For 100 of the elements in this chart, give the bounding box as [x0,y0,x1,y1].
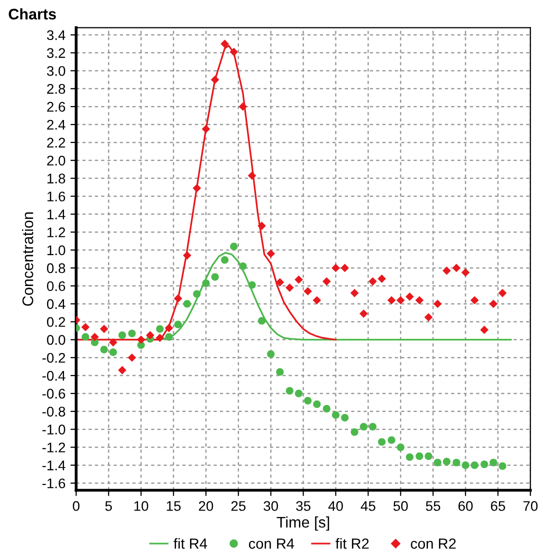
point [368,422,377,430]
point [294,390,303,398]
point [146,331,154,340]
point [378,274,386,283]
x-tick-label: 65 [490,501,506,511]
chart-title: Charts [8,8,56,20]
point [220,40,229,48]
y-tick-label: 2.2 [47,138,66,148]
point [304,396,312,404]
point [193,290,201,298]
point [90,332,99,342]
point [312,296,322,304]
x-tick-label: 0 [72,501,80,511]
point [202,279,210,288]
point [192,184,202,192]
point [211,273,219,281]
point [248,171,256,180]
y-tick-label: 3.4 [46,30,66,40]
x-tick-label: 25 [231,501,246,511]
point [81,322,90,332]
legend-label: con R4 [248,538,294,549]
y-tick-label: 0.4 [46,299,66,309]
point [285,284,294,292]
x-tick-label: 20 [198,501,214,511]
point [128,353,136,362]
point [490,458,498,466]
x-tick-label: 5 [105,501,112,511]
point [248,281,256,289]
point [434,458,442,466]
point [128,330,136,338]
point [378,438,386,446]
point [164,324,174,332]
y-tick-label: 0.0 [46,335,66,345]
x-tick-label: 15 [166,501,181,511]
point [461,268,470,277]
point [480,326,488,334]
point [239,262,247,270]
point [452,458,460,466]
point [470,296,479,304]
legend-label: fit R4 [174,538,208,549]
y-tick-label: -1.0 [42,424,66,434]
y-tick-label: -1.6 [42,478,66,488]
point [230,242,238,250]
x-tick-label: 45 [360,501,376,511]
point [294,275,303,284]
legend-label: fit R2 [336,538,369,549]
y-tick-label: 1.2 [47,227,66,238]
point [118,366,126,374]
x-tick-label: 70 [523,501,538,511]
point [360,422,368,430]
x-tick-label: 55 [426,501,440,511]
y-tick-label: 0.2 [46,317,66,327]
point [118,331,126,339]
y-tick-label: -1.2 [42,442,66,452]
point [462,461,470,469]
x-tick-label: 40 [328,501,343,511]
point [424,452,432,460]
legend-label: con R2 [410,538,456,549]
y-tick-label: -1.4 [42,460,66,470]
point [341,414,349,422]
y-tick-label: 2.0 [47,156,66,166]
point [82,333,90,341]
point [183,300,191,308]
point [322,277,331,286]
point [350,288,359,298]
point [108,338,118,347]
point [109,348,117,356]
y-tick-label: 1.4 [47,210,66,220]
y-tick-label: 3.2 [46,48,66,58]
y-tick-label: -0.6 [42,388,66,399]
point [452,264,461,272]
point [100,324,108,334]
point [174,320,182,328]
y-tick-label: 1.0 [47,245,66,256]
y-tick-label: 1.6 [47,192,66,202]
y-tick-label: 2.8 [47,84,66,94]
point [442,266,451,275]
y-tick-label: 2.4 [47,120,66,130]
point [470,461,478,469]
point [286,386,294,395]
y-tick-label: 0.6 [46,281,66,292]
point [220,256,229,264]
y-tick-label: -0.4 [42,370,66,381]
point [174,294,182,303]
point [415,296,424,304]
point [498,462,506,470]
point [202,124,210,134]
point [416,452,424,460]
point [267,350,275,358]
point [396,296,405,304]
x-tick-label: 30 [264,501,278,511]
y-tick-label: -0.2 [42,352,66,363]
point [406,292,414,301]
point [388,436,396,444]
point [350,428,358,436]
point [442,458,450,466]
point [359,310,368,318]
point [332,411,340,419]
point [100,346,108,354]
x-tick-label: 60 [458,501,473,511]
